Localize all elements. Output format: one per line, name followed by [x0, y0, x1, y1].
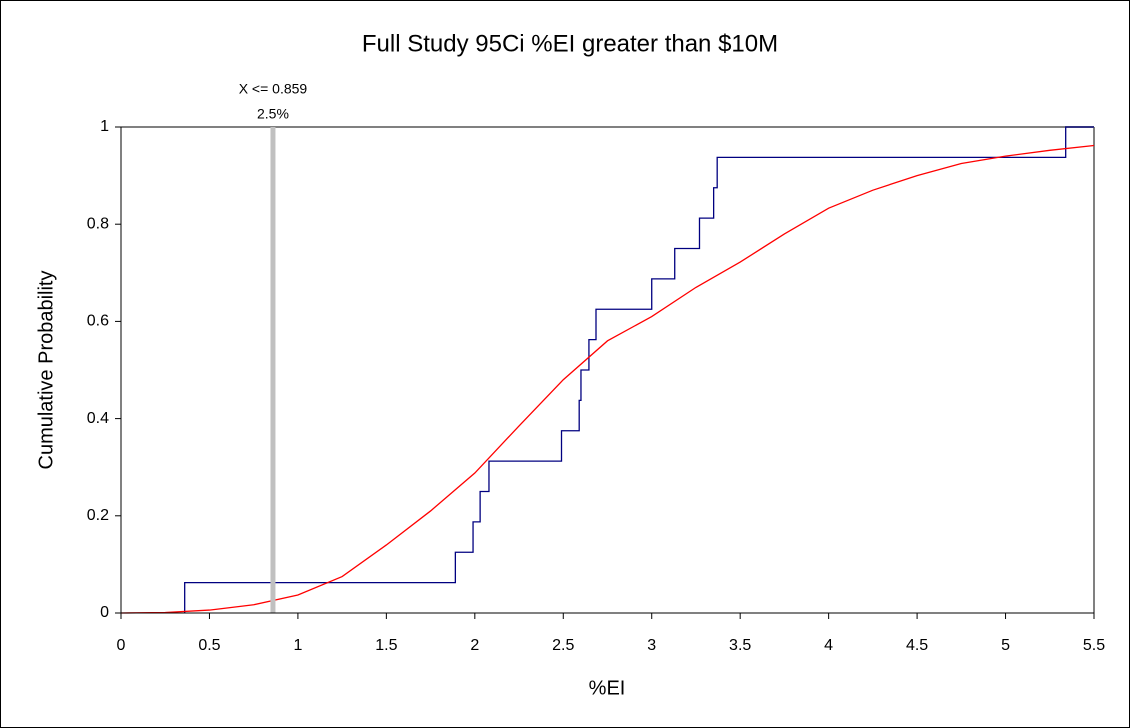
x-tick-label: 5: [1001, 637, 1010, 654]
y-tick-label: 0: [100, 604, 109, 621]
x-tick-label: 1: [293, 637, 302, 654]
y-tick-label: 0.4: [87, 410, 109, 427]
y-tick-label: 0.2: [87, 507, 109, 524]
x-tick-label: 5.5: [1083, 637, 1105, 654]
x-tick-label: 3: [647, 637, 656, 654]
y-tick-label: 1: [100, 118, 109, 135]
y-axis-label: Cumulative Probability: [35, 271, 57, 470]
x-tick-label: 0: [117, 637, 126, 654]
x-tick-label: 2.5: [552, 637, 574, 654]
series-line: [184, 126, 1094, 613]
x-tick-label: 4.5: [906, 637, 928, 654]
marker-probability: 2.5%: [257, 106, 289, 122]
x-tick-label: 0.5: [198, 637, 220, 654]
y-tick-label: 0.8: [87, 215, 109, 232]
x-axis-label: %EI: [589, 677, 626, 699]
x-tick-label: 3.5: [729, 637, 751, 654]
y-tick-label: 0.6: [87, 313, 109, 330]
x-tick-label: 4: [824, 637, 833, 654]
chart-title: Full Study 95Ci %EI greater than $10M: [362, 30, 778, 57]
marker-label: X <= 0.859: [239, 81, 308, 97]
x-tick-label: 2: [470, 637, 479, 654]
x-tick-label: 1.5: [375, 637, 397, 654]
series-line: [120, 144, 1095, 614]
